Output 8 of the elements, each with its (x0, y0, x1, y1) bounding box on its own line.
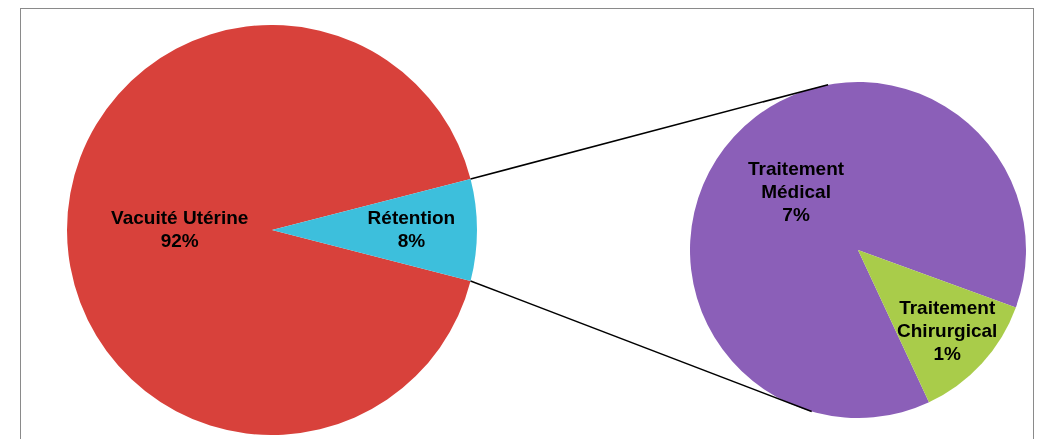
data-label: 1% (933, 342, 962, 364)
slice-label: Traitement Chirurgical (897, 296, 998, 341)
data-label: 92% (160, 229, 199, 251)
slice-label: Traitement Médical (748, 158, 845, 203)
slice-label: Rétention (367, 206, 456, 228)
slice-label: Vacuité Utérine (111, 206, 249, 228)
data-label: 7% (782, 204, 810, 226)
data-label: 8% (397, 229, 426, 251)
